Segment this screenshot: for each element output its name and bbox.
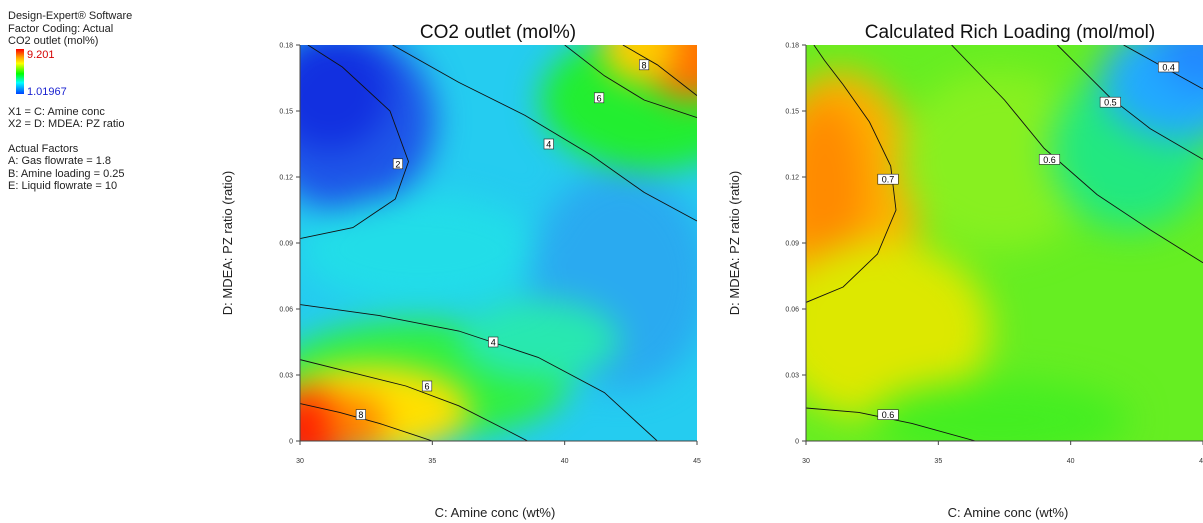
contour-line-6 — [300, 359, 528, 441]
contour-line-8 — [300, 403, 433, 441]
y-tick-label: 0.18 — [785, 43, 799, 50]
actual-factors: Actual Factors A: Gas flowrate = 1.8 B: … — [8, 143, 208, 193]
x2-factor: X2 = D: MDEA: PZ ratio — [8, 118, 125, 130]
y-axis-label: D: MDEA: PZ ratio (ratio) — [220, 171, 235, 315]
y-tick-label: 0.06 — [279, 307, 293, 314]
contour-line-0.5 — [1057, 45, 1203, 160]
contour-label-box — [392, 158, 403, 170]
contour-line-6 — [564, 45, 697, 119]
contour-label: 0.4 — [1162, 63, 1175, 73]
axis-factors: X1 = C: Amine conc X2 = D: MDEA: PZ rati… — [8, 106, 208, 131]
y-tick-label: 0.03 — [785, 373, 799, 380]
contour-label-box — [639, 59, 650, 71]
contour-label-box — [1038, 154, 1061, 165]
x-tick-label: 40 — [1067, 458, 1075, 465]
color-scale-bar — [16, 48, 24, 94]
x-tick-label: 40 — [561, 458, 569, 465]
actual-factors-title: Actual Factors — [8, 142, 79, 155]
x-tick-label: 45 — [693, 458, 701, 465]
legend-low-value: 1.01967 — [27, 86, 67, 98]
y-tick-label: 0.12 — [785, 175, 799, 182]
contour-label-box — [594, 92, 605, 104]
contour-label-box — [421, 380, 433, 392]
contour-label: 0.6 — [1043, 155, 1056, 165]
contour-label: 2 — [395, 159, 400, 169]
contour-label: 6 — [597, 93, 602, 103]
chart2: 0.7 0.6 0.5 0.4 0.6 0 0.03 0.06 0.09 0.12 0.15 0.18… — [727, 22, 1203, 520]
software-name: Design-Expert® Software — [8, 10, 133, 22]
contour-line-4 — [300, 304, 658, 441]
chart1: 2 4 6 8 4 6 8 0 0.03 0.06 0.09 0.12 0.15 0.18 30 35 40 45… — [220, 22, 701, 520]
contour-label: 0.7 — [882, 175, 895, 185]
y-tick-label: 0.12 — [279, 175, 293, 182]
x-tick-label: 45 — [1199, 458, 1203, 465]
y-axis-label: D: MDEA: PZ ratio (ratio) — [727, 171, 742, 315]
contour-line-0.6 — [951, 45, 1203, 264]
sidebar-info: Design-Expert® Software Factor Coding: A… — [8, 10, 208, 205]
x-tick-label: 30 — [802, 458, 810, 465]
x-tick-label: 35 — [934, 458, 942, 465]
y-tick-label: 0 — [795, 439, 799, 446]
contour-line-4 — [392, 45, 697, 222]
chart1-plot-area — [300, 45, 697, 441]
response-name: CO2 outlet (mol%) — [8, 35, 99, 47]
contour-label-box — [543, 138, 554, 150]
chart-title: Calculated Rich Loading (mol/mol) — [865, 22, 1155, 43]
contour-label: 0.6 — [882, 410, 895, 420]
factor-a: A: Gas flowrate = 1.8 — [8, 155, 112, 167]
y-tick-label: 0.15 — [279, 109, 293, 116]
x-tick-label: 35 — [428, 458, 436, 465]
contour-line-0.7 — [806, 45, 897, 303]
software-info: Design-Expert® Software Factor Coding: A… — [8, 10, 208, 98]
y-tick-label: 0.18 — [279, 43, 293, 50]
y-tick-label: 0.15 — [785, 109, 799, 116]
x-axis-label: C: Amine conc (wt%) — [948, 505, 1069, 520]
factor-b: B: Amine loading = 0.25 — [8, 167, 125, 180]
x-axis-label: C: Amine conc (wt%) — [435, 505, 556, 520]
contour-label: 0.5 — [1104, 98, 1117, 108]
contour-line-2 — [300, 45, 409, 240]
contour-label: 4 — [491, 338, 496, 348]
y-tick-label: 0.09 — [785, 241, 799, 248]
contour-label-box — [355, 409, 366, 420]
chart-title: CO2 outlet (mol%) — [420, 22, 576, 43]
contour-label-box — [1158, 61, 1180, 73]
legend-high-value: 9.201 — [27, 48, 55, 61]
contour-label-box — [877, 409, 899, 420]
contour-label: 8 — [642, 60, 647, 70]
y-tick-label: 0.09 — [279, 241, 293, 248]
contour-line-8 — [622, 45, 697, 96]
factor-coding: Factor Coding: Actual — [8, 22, 114, 35]
y-tick-label: 0.03 — [279, 373, 293, 380]
contour-label: 4 — [546, 140, 551, 150]
color-legend: 9.201 1.01967 — [16, 48, 208, 98]
chart2-plot-area — [806, 45, 1203, 441]
x1-factor: X1 = C: Amine conc — [8, 105, 105, 118]
contour-label-box — [488, 336, 499, 348]
contour-label: 6 — [425, 382, 430, 392]
y-tick-label: 0.06 — [785, 307, 799, 314]
contour-label-box — [1099, 96, 1121, 108]
contour-label: 8 — [358, 410, 363, 420]
y-tick-label: 0 — [289, 439, 293, 446]
factor-e: E: Liquid flowrate = 10 — [8, 180, 118, 192]
chart-overlay: 2 4 6 8 4 6 8 0 0.03 0.06 0.09 0.12 0.15 0.18 30 35 40 45… — [220, 22, 1203, 520]
x-tick-label: 30 — [296, 458, 304, 465]
contour-label-box — [877, 173, 899, 185]
